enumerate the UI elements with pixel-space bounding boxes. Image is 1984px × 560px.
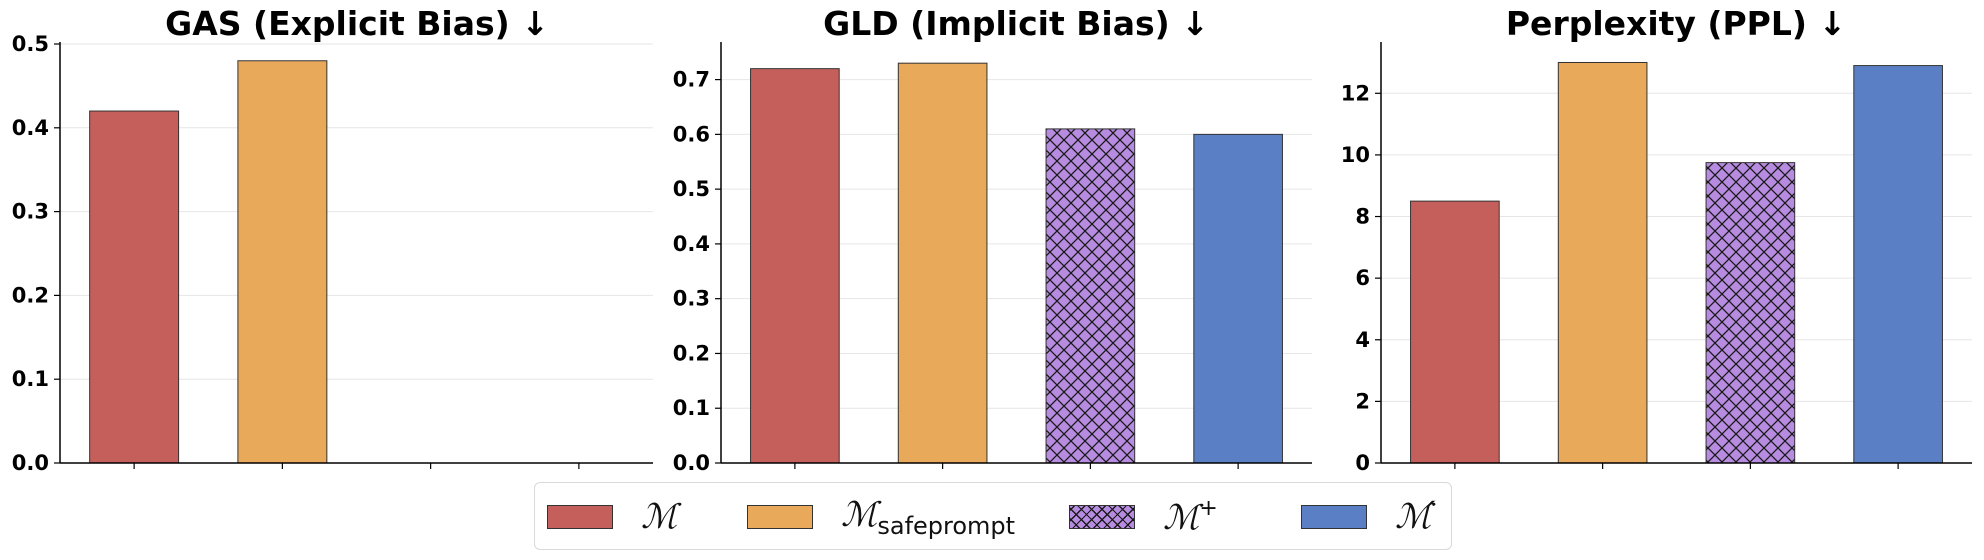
bar-m-safeprompt [237, 60, 328, 464]
legend-label-m-safeprompt: ℳsafeprompt [841, 494, 1016, 540]
legend-item-m: ℳ [547, 483, 677, 551]
chart-title-0: GAS (Explicit Bias) ↓ [165, 4, 549, 43]
y-tick-label: 0.4 [673, 232, 710, 256]
legend-item-m-plus: ℳ+ [1069, 483, 1218, 551]
bar-m [89, 110, 180, 464]
y-tick-label: 0.6 [673, 122, 710, 146]
y-tick-label: 0.5 [673, 177, 710, 201]
legend-swatch-m [547, 505, 613, 529]
legend-swatch-m-prime [1301, 505, 1367, 529]
y-tick-label: 10 [1341, 143, 1370, 167]
y-tick-label: 4 [1355, 328, 1370, 352]
y-tick-label: 0.4 [12, 116, 49, 140]
legend-item-m-safeprompt: ℳsafeprompt [747, 483, 1015, 551]
legend-label-m: ℳ [641, 497, 678, 537]
y-tick-label: 0.1 [673, 396, 710, 420]
charts-group: GAS (Explicit Bias) ↓ 0.0 0.1 0.2 0.3 0.4 0.5 G… [12, 4, 1972, 475]
y-tick-label: 0.5 [12, 32, 49, 56]
chart-title-2: Perplexity (PPL) ↓ [1506, 4, 1846, 43]
bar-m-safeprompt [897, 62, 988, 464]
y-tick-label: 6 [1355, 266, 1370, 290]
y-tick-label: 0.0 [673, 451, 710, 475]
y-tick-label: 0.2 [12, 283, 49, 307]
bar-m [1410, 200, 1500, 464]
y-tick-label: 2 [1355, 389, 1370, 413]
legend-label-m-prime: ℳ́ [1395, 497, 1432, 537]
legend: ℳ ℳsafeprompt ℳ+ ℳ́ [534, 482, 1452, 550]
bar-m-prime [1193, 133, 1283, 464]
bar-m-plus [1705, 162, 1796, 464]
legend-swatch-m-plus [1069, 505, 1135, 529]
chart-title-1: GLD (Implicit Bias) ↓ [823, 4, 1209, 43]
y-tick-label: 12 [1341, 81, 1370, 105]
bar-m-plus [1045, 128, 1136, 464]
y-tick-label: 0.1 [12, 367, 49, 391]
bar-m-prime [1853, 65, 1943, 464]
legend-swatch-m-safeprompt [747, 505, 813, 529]
y-tick-label: 8 [1355, 205, 1370, 229]
bar-m-safeprompt [1557, 61, 1648, 464]
legend-item-m-prime: ℳ́ [1301, 483, 1431, 551]
bar-m [750, 68, 840, 464]
y-tick-label: 0 [1355, 451, 1370, 475]
y-tick-label: 0.7 [673, 68, 710, 92]
y-tick-label: 0.0 [12, 451, 49, 475]
legend-label-m-plus: ℳ+ [1163, 496, 1218, 538]
y-tick-label: 0.3 [673, 287, 710, 311]
y-tick-label: 0.2 [673, 341, 710, 365]
y-tick-label: 0.3 [12, 200, 49, 224]
